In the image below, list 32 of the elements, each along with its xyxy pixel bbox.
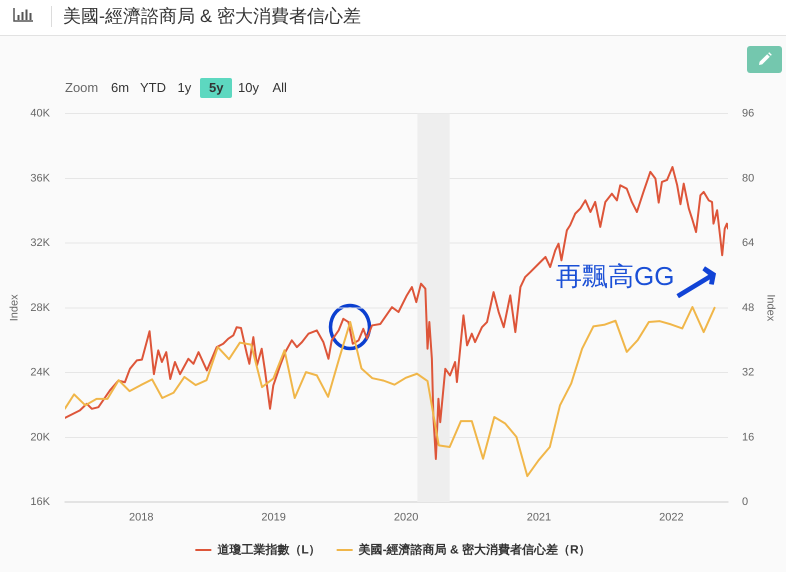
- y2-tick-label: 48: [742, 302, 754, 314]
- legend-label: 道瓊工業指數（L）: [216, 542, 321, 556]
- text: 10y: [238, 79, 259, 97]
- y2-tick-label: 16: [742, 431, 754, 444]
- chart-title: 美國-經濟諮商局 & 密大消費者信心差: [63, 5, 362, 28]
- annotation: 再飄高GG: [556, 260, 674, 292]
- x-tick-label: 2022: [659, 512, 684, 524]
- y-tick-label: 40K: [30, 108, 51, 120]
- x-tick-label: 2021: [526, 512, 552, 524]
- y-tick-label: 24K: [30, 366, 51, 379]
- range-button: 5y: [200, 78, 232, 98]
- y2-tick-label: 96: [742, 108, 754, 120]
- text: All: [272, 79, 287, 97]
- text: 1y: [178, 79, 192, 97]
- y2-tick-label: 64: [742, 237, 754, 250]
- y2-tick-label: 80: [742, 172, 754, 184]
- y-axis-title: Index: [8, 294, 21, 322]
- y2-tick-label: 32: [742, 366, 754, 379]
- y-tick-label: 16K: [30, 496, 51, 508]
- text: YTD: [140, 79, 166, 97]
- y-tick-label: 28K: [30, 302, 51, 314]
- legend-label: 美國-經濟諮商局 & 密大消費者信心差（R）: [358, 542, 591, 556]
- y-tick-label: 20K: [30, 431, 51, 444]
- text: Zoom: [65, 79, 98, 97]
- y-tick-label: 32K: [30, 237, 51, 250]
- y-tick-label: 36K: [30, 172, 51, 184]
- text: 6m: [111, 79, 130, 97]
- x-tick-label: 2019: [261, 512, 286, 524]
- y2-tick-label: 0: [742, 496, 748, 508]
- y2-axis-title: Index: [764, 294, 776, 322]
- x-tick-label: 2020: [394, 512, 418, 524]
- x-tick-label: 2018: [128, 512, 154, 524]
